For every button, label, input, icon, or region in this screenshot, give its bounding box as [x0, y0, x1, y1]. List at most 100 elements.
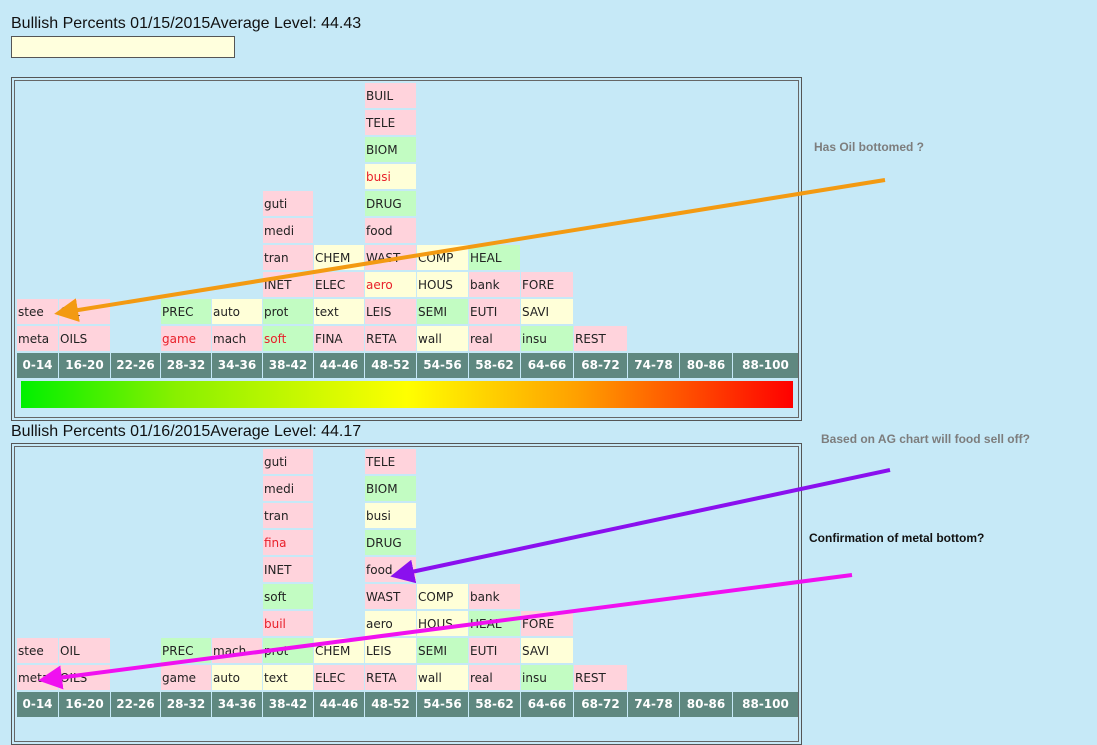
bullish-percent-table-2: stee meta 0-14 OIL OILS 16-20 22-26 PREC game 28-…	[11, 443, 802, 745]
empty-cell	[161, 530, 211, 555]
sector-cell: food	[365, 557, 416, 582]
sector-cell: SAVI	[521, 299, 573, 324]
empty-cell	[733, 449, 798, 474]
empty-cell	[417, 530, 468, 555]
empty-cell	[628, 476, 679, 501]
sector-cell: insu	[521, 326, 573, 351]
bin-header: 74-78	[628, 353, 679, 378]
empty-cell	[59, 449, 110, 474]
empty-cell	[680, 557, 732, 582]
sector-cell: SAVI	[521, 638, 573, 663]
empty-cell	[59, 137, 110, 162]
empty-cell	[574, 530, 627, 555]
sector-cell: CHEM	[314, 245, 364, 270]
empty-cell	[212, 530, 262, 555]
bin-header: 16-20	[59, 353, 110, 378]
sector-cell: DRUG	[365, 191, 416, 216]
empty-cell	[111, 164, 160, 189]
empty-cell	[314, 110, 364, 135]
empty-cell	[111, 530, 160, 555]
empty-cell	[161, 476, 211, 501]
empty-cell	[469, 191, 520, 216]
sector-cell: stee	[17, 638, 58, 663]
empty-cell	[680, 164, 732, 189]
empty-cell	[680, 665, 732, 690]
sector-cell: REST	[574, 665, 627, 690]
sector-cell: INET	[263, 557, 313, 582]
empty-cell	[680, 83, 732, 108]
bullish-percent-table-1: stee meta 0-14 OIL OILS 16-20 22-26 PREC game 28-…	[11, 77, 802, 421]
sector-cell: HEAL	[469, 245, 520, 270]
empty-cell	[212, 557, 262, 582]
empty-cell	[469, 503, 520, 528]
sector-cell: real	[469, 326, 520, 351]
empty-cell	[314, 557, 364, 582]
empty-cell	[521, 557, 573, 582]
empty-cell	[628, 584, 679, 609]
empty-cell	[574, 272, 627, 297]
empty-cell	[59, 218, 110, 243]
empty-cell	[628, 245, 679, 270]
empty-cell	[212, 110, 262, 135]
empty-cell	[417, 218, 468, 243]
empty-cell	[314, 584, 364, 609]
empty-cell	[733, 638, 798, 663]
empty-cell	[161, 503, 211, 528]
empty-cell	[111, 137, 160, 162]
empty-cell	[212, 476, 262, 501]
empty-cell	[680, 326, 732, 351]
sector-cell: ELEC	[314, 272, 364, 297]
empty-cell	[680, 272, 732, 297]
empty-cell	[628, 665, 679, 690]
bin-header: 34-36	[212, 692, 262, 717]
empty-cell	[574, 191, 627, 216]
sector-cell: RETA	[365, 326, 416, 351]
empty-cell	[111, 449, 160, 474]
empty-cell	[733, 137, 798, 162]
empty-cell	[733, 503, 798, 528]
annotation-metal: Confirmation of metal bottom?	[809, 531, 985, 545]
empty-cell	[111, 611, 160, 636]
empty-cell	[161, 218, 211, 243]
sector-cell: FORE	[521, 611, 573, 636]
empty-cell	[111, 326, 160, 351]
empty-cell	[111, 299, 160, 324]
empty-cell	[17, 503, 58, 528]
sector-cell: BUIL	[365, 83, 416, 108]
empty-cell	[521, 164, 573, 189]
empty-cell	[417, 449, 468, 474]
sector-cell: OIL	[59, 638, 110, 663]
empty-cell	[628, 638, 679, 663]
bin-header: 88-100	[733, 692, 798, 717]
empty-cell	[314, 530, 364, 555]
empty-cell	[314, 611, 364, 636]
sector-cell: OIL	[59, 299, 110, 324]
empty-cell	[680, 611, 732, 636]
empty-cell	[417, 164, 468, 189]
sector-cell: PREC	[161, 299, 211, 324]
empty-cell	[161, 110, 211, 135]
empty-cell	[161, 137, 211, 162]
empty-cell	[574, 449, 627, 474]
empty-cell	[417, 557, 468, 582]
empty-cell	[574, 137, 627, 162]
sector-cell: bank	[469, 584, 520, 609]
empty-cell	[111, 584, 160, 609]
empty-cell	[733, 584, 798, 609]
sector-cell: bank	[469, 272, 520, 297]
empty-cell	[314, 83, 364, 108]
empty-cell	[574, 110, 627, 135]
empty-cell	[161, 611, 211, 636]
empty-cell	[161, 245, 211, 270]
empty-cell	[59, 83, 110, 108]
empty-cell	[59, 503, 110, 528]
empty-cell	[733, 110, 798, 135]
sector-cell: tran	[263, 503, 313, 528]
empty-cell	[17, 530, 58, 555]
sector-cell: DRUG	[365, 530, 416, 555]
empty-cell	[314, 164, 364, 189]
text-input[interactable]	[11, 36, 235, 58]
empty-cell	[417, 191, 468, 216]
sector-cell: tran	[263, 245, 313, 270]
empty-cell	[521, 137, 573, 162]
